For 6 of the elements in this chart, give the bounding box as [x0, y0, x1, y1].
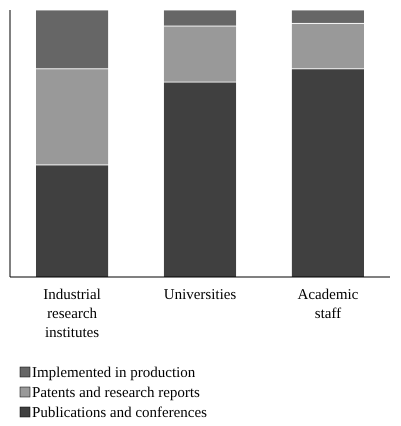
legend-label: Publications and conferences — [32, 405, 208, 421]
x-tick-label: Universities — [164, 287, 236, 303]
x-tick-label: Academic staff — [298, 287, 359, 322]
legend-label: Patents and research reports — [32, 385, 200, 401]
legend-label: Implemented in production — [32, 365, 196, 381]
x-tick-label: Industrial research institutes — [43, 287, 101, 341]
